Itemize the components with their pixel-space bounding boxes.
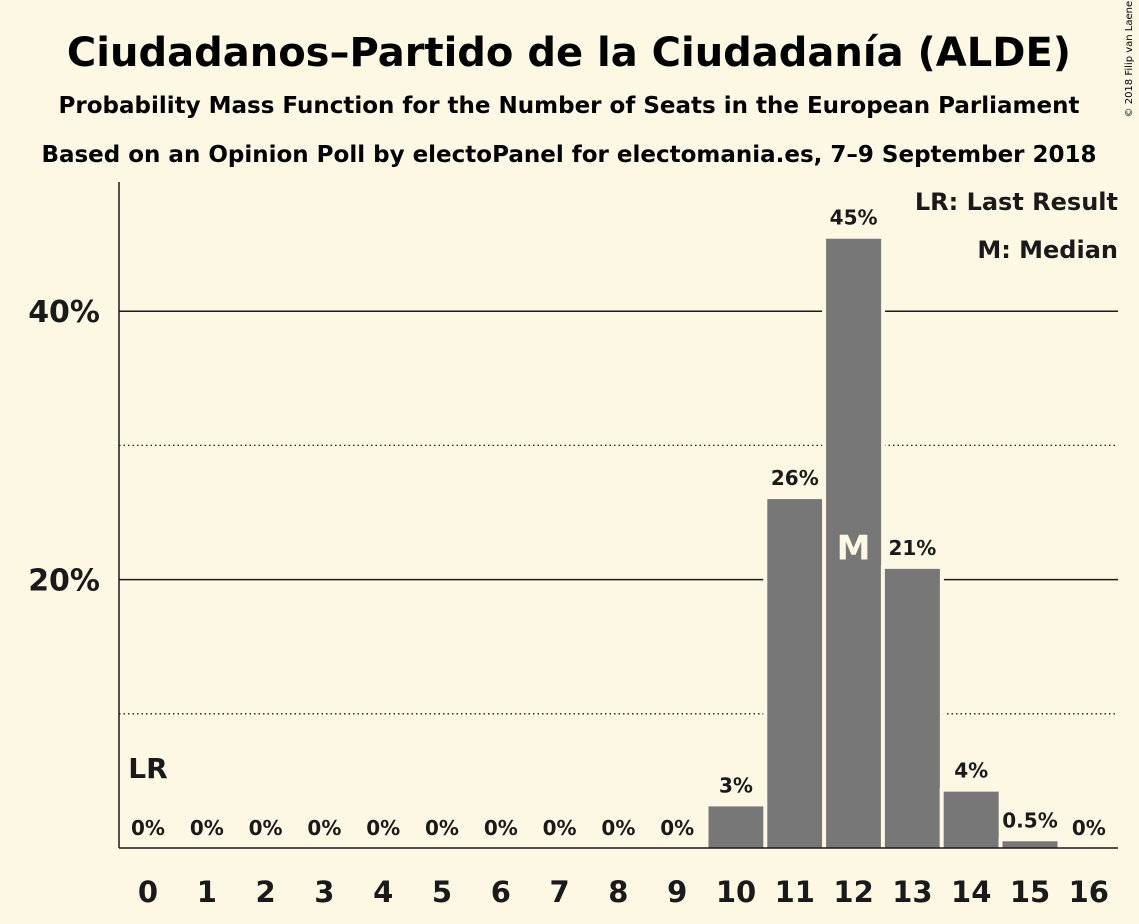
x-tick-labels: 0 1 2 3 4 5 6 7 8 9 10 11 12 13 14 15 16 xyxy=(138,875,1109,909)
x-tick-1: 1 xyxy=(197,875,217,909)
copyright-notice: © 2018 Filip van Laenen xyxy=(1124,0,1135,117)
bars xyxy=(704,234,1062,848)
chart-subtitle: Probability Mass Function for the Number… xyxy=(59,93,1080,119)
bar-label-bg-9 xyxy=(651,814,704,842)
axes xyxy=(118,182,1118,849)
chart-title: Ciudadanos–Partido de la Ciudadanía (ALD… xyxy=(67,30,1071,76)
bar-label-14: 4% xyxy=(954,759,988,783)
x-tick-10: 10 xyxy=(716,875,756,909)
bar-label-bg-12 xyxy=(827,203,880,232)
bar-label-bg-3 xyxy=(298,814,351,842)
bar-label-8: 0% xyxy=(601,816,635,840)
y-tick-40: 40% xyxy=(28,295,100,330)
bar-label-13: 21% xyxy=(888,536,936,560)
chart-source: Based on an Opinion Poll by electoPanel … xyxy=(41,142,1096,168)
bar-label-bg-6 xyxy=(474,814,527,842)
x-tick-11: 11 xyxy=(775,875,815,909)
bar-label-11: 26% xyxy=(771,466,819,490)
x-tick-6: 6 xyxy=(491,875,511,909)
bar-label-9: 0% xyxy=(660,816,694,840)
bar-label-bg-2 xyxy=(239,814,292,842)
x-tick-13: 13 xyxy=(892,875,932,909)
bar-label-bg-13 xyxy=(886,533,939,562)
bar-label-5: 0% xyxy=(425,816,459,840)
bar-14 xyxy=(943,791,999,848)
bar-value-labels: 0% 0% 0% 0% 0% 0% 0% 0% 0% 0% 3% 26% 45% 21% 4% 0.5% 0% xyxy=(122,203,1115,842)
x-tick-14: 14 xyxy=(951,875,991,909)
bar-label-bg-11 xyxy=(768,464,821,493)
bar-label-6: 0% xyxy=(484,816,518,840)
bar-label-bg-7 xyxy=(533,814,586,842)
bar-label-2: 0% xyxy=(249,816,283,840)
bar-label-bg-4 xyxy=(357,814,410,842)
bar-label-bg-14 xyxy=(945,756,998,785)
bar-label-bg-10 xyxy=(710,771,762,800)
bar-15 xyxy=(1002,841,1058,848)
x-tick-4: 4 xyxy=(373,875,393,909)
bar-label-10: 3% xyxy=(719,773,753,797)
legend-item-0: LR: Last Result xyxy=(915,188,1118,216)
markers: LR M xyxy=(128,529,870,785)
y-tick-20: 20% xyxy=(28,564,100,599)
bar-label-bg-0 xyxy=(122,814,174,842)
bar-label-3: 0% xyxy=(307,816,341,840)
bar-label-bg-1 xyxy=(180,814,233,842)
x-tick-2: 2 xyxy=(256,875,276,909)
median-marker: M xyxy=(837,529,871,569)
bar-11 xyxy=(767,499,823,848)
x-tick-16: 16 xyxy=(1069,875,1109,909)
bar-label-4: 0% xyxy=(366,816,400,840)
bar-label-16: 0% xyxy=(1072,816,1106,840)
bar-label-15: 0.5% xyxy=(1002,808,1057,832)
bar-10 xyxy=(708,806,764,848)
bar-label-7: 0% xyxy=(543,816,577,840)
x-tick-5: 5 xyxy=(432,875,452,909)
bar-12 xyxy=(826,238,882,848)
x-tick-0: 0 xyxy=(138,875,158,909)
x-tick-12: 12 xyxy=(833,875,873,909)
bar-13 xyxy=(884,568,940,848)
bar-label-bg-15 xyxy=(1004,806,1056,835)
bar-label-bg-8 xyxy=(592,814,645,842)
bar-label-12: 45% xyxy=(830,206,878,230)
bar-label-bg-5 xyxy=(416,814,468,842)
y-tick-labels: 20% 40% xyxy=(28,295,100,598)
bar-label-1: 0% xyxy=(190,816,224,840)
x-tick-8: 8 xyxy=(608,875,628,909)
bar-label-bg-16 xyxy=(1062,814,1115,842)
gridlines xyxy=(119,310,1118,715)
legend-item-1: M: Median xyxy=(977,236,1118,264)
x-tick-7: 7 xyxy=(550,875,570,909)
x-tick-9: 9 xyxy=(667,875,687,909)
x-tick-15: 15 xyxy=(1010,875,1050,909)
x-tick-3: 3 xyxy=(314,875,334,909)
legend: LR: Last Result M: Median xyxy=(915,188,1118,264)
last-result-marker: LR xyxy=(128,752,167,785)
bar-label-0: 0% xyxy=(131,816,165,840)
